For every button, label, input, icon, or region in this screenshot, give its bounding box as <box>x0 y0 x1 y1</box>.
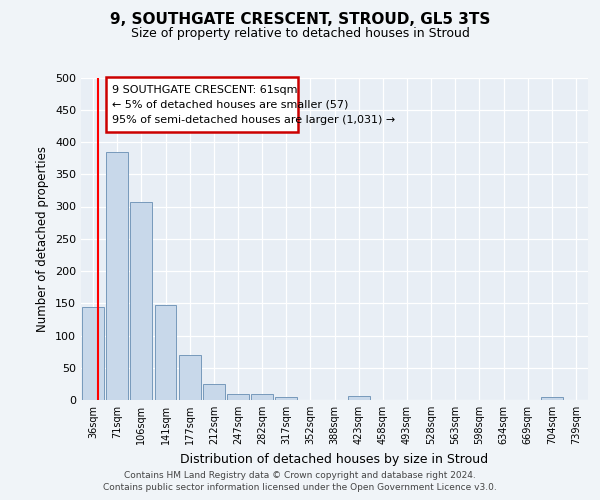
Text: 9, SOUTHGATE CRESCENT, STROUD, GL5 3TS: 9, SOUTHGATE CRESCENT, STROUD, GL5 3TS <box>110 12 490 28</box>
Bar <box>106 152 128 400</box>
Text: Size of property relative to detached houses in Stroud: Size of property relative to detached ho… <box>131 28 469 40</box>
Bar <box>348 396 370 400</box>
Text: Contains HM Land Registry data © Crown copyright and database right 2024.: Contains HM Land Registry data © Crown c… <box>124 471 476 480</box>
X-axis label: Distribution of detached houses by size in Stroud: Distribution of detached houses by size … <box>181 452 488 466</box>
Bar <box>275 397 297 400</box>
Bar <box>227 394 249 400</box>
Bar <box>541 397 563 400</box>
Y-axis label: Number of detached properties: Number of detached properties <box>37 146 49 332</box>
Bar <box>130 202 152 400</box>
Bar <box>155 304 176 400</box>
Bar <box>179 355 200 400</box>
Bar <box>106 78 298 132</box>
Text: 9 SOUTHGATE CRESCENT: 61sqm
← 5% of detached houses are smaller (57)
95% of semi: 9 SOUTHGATE CRESCENT: 61sqm ← 5% of deta… <box>112 85 395 124</box>
Bar <box>251 394 273 400</box>
Bar <box>82 307 104 400</box>
Text: Contains public sector information licensed under the Open Government Licence v3: Contains public sector information licen… <box>103 484 497 492</box>
Bar <box>203 384 224 400</box>
